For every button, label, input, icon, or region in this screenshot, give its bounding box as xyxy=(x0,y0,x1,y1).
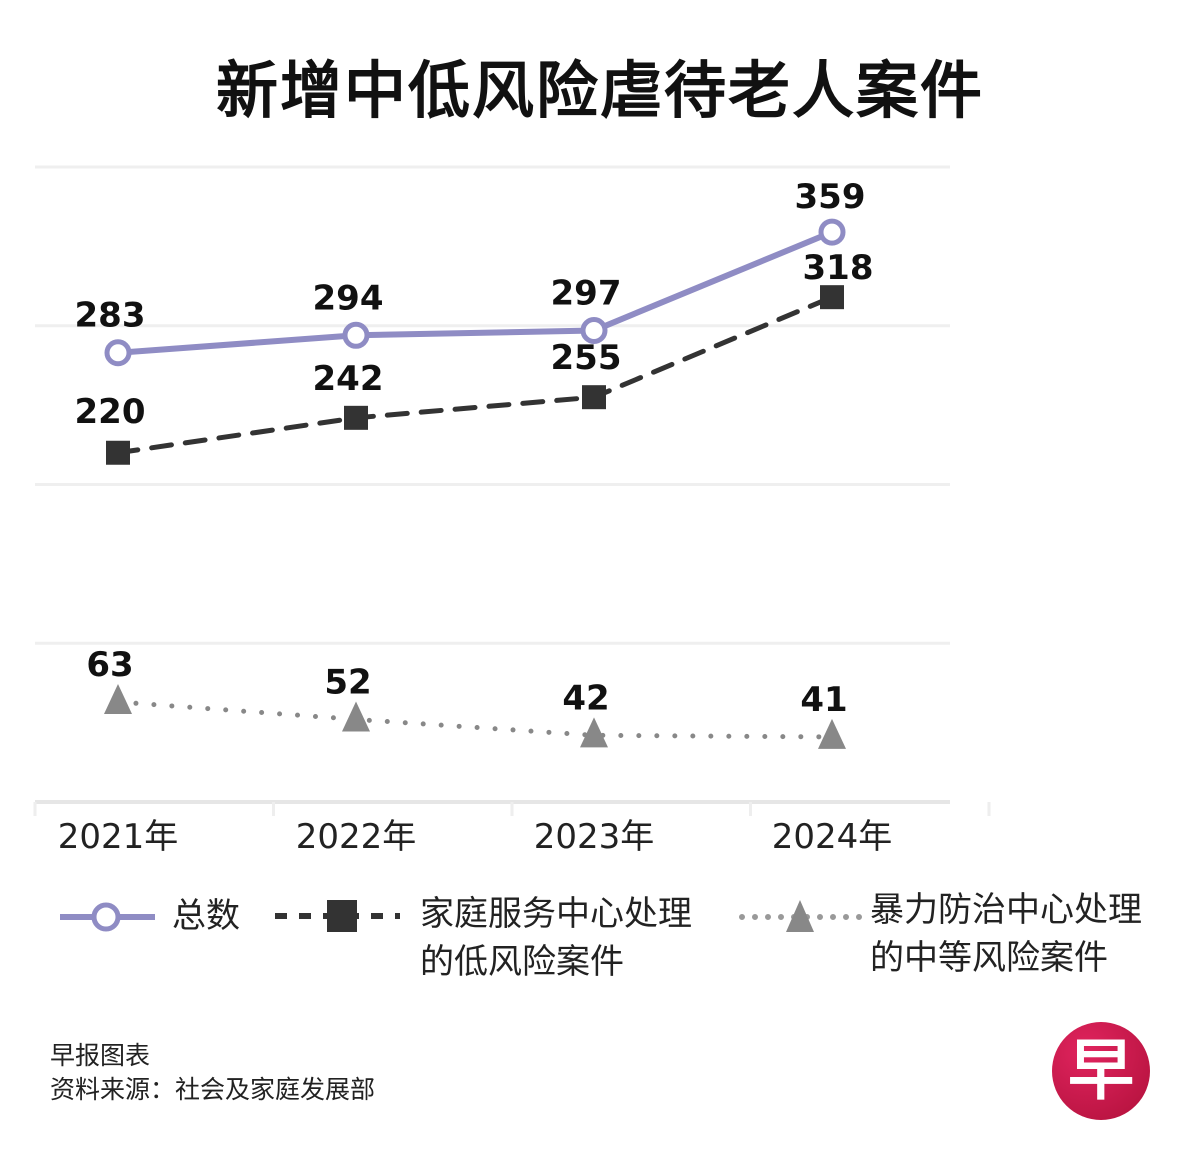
data-point-triangle xyxy=(342,701,370,732)
data-point-triangle xyxy=(104,683,132,714)
legend-label-total: 总数 xyxy=(172,896,240,936)
data-point-square xyxy=(820,285,844,310)
data-point-circle xyxy=(342,321,370,349)
zaobao-logo: 早 xyxy=(1052,1022,1150,1120)
legend-line: 暴力防治中心处理 xyxy=(870,890,1142,930)
data-point-triangle xyxy=(818,718,846,749)
data-label: 297 xyxy=(551,274,622,314)
series-line-0 xyxy=(115,229,835,356)
x-tick-label: 2024年 xyxy=(772,817,893,857)
data-label: 52 xyxy=(324,662,371,702)
legend-circle-icon xyxy=(91,902,121,932)
data-label: 359 xyxy=(795,177,866,217)
x-tick-label: 2022年 xyxy=(296,817,417,857)
data-label: 220 xyxy=(75,392,146,432)
data-point-square xyxy=(106,440,130,465)
data-label: 63 xyxy=(86,645,133,685)
data-label: 283 xyxy=(75,296,146,336)
credit-text: 早报图表 xyxy=(50,1041,151,1070)
legend-square-icon xyxy=(327,900,357,932)
x-tick-label: 2021年 xyxy=(58,817,179,857)
legend-line: 家庭服务中心处理 xyxy=(420,894,692,934)
data-point-square xyxy=(582,385,606,410)
chart-title: 新增中低风险虐待老人案件 xyxy=(215,54,984,127)
data-point-circle xyxy=(818,218,846,246)
data-label: 242 xyxy=(313,359,384,399)
data-label: 294 xyxy=(313,278,384,318)
legend-triangle-icon xyxy=(786,900,814,932)
data-label: 41 xyxy=(800,680,847,720)
legend-label-family: 家庭服务中心处理 的低风险案件 xyxy=(420,890,692,986)
legend-label-violence: 暴力防治中心处理 的中等风险案件 xyxy=(870,886,1142,982)
data-point-circle xyxy=(580,317,608,345)
data-point-triangle xyxy=(580,717,608,748)
data-label: 318 xyxy=(803,248,874,288)
legend-line: 的中等风险案件 xyxy=(870,938,1108,978)
source-text: 资料来源：社会及家庭发展部 xyxy=(50,1075,376,1104)
data-label: 42 xyxy=(562,678,609,718)
series-line-2 xyxy=(115,699,835,740)
data-label: 255 xyxy=(551,338,622,378)
data-point-square xyxy=(344,405,368,430)
x-tick-label: 2023年 xyxy=(534,817,655,857)
legend-line: 的低风险案件 xyxy=(420,942,624,982)
data-point-circle xyxy=(104,339,132,367)
series-line-1 xyxy=(115,294,835,456)
